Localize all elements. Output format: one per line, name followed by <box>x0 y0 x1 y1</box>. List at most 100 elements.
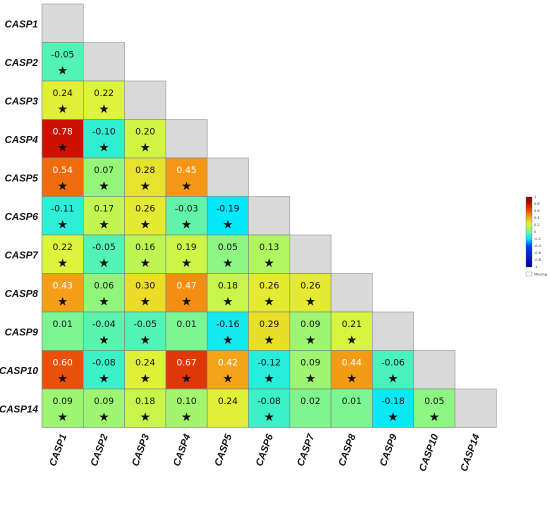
cell-value-label: 0.13 <box>259 243 279 253</box>
cell-value-label: 0.02 <box>300 397 320 407</box>
row-label: CASP10 <box>0 366 38 377</box>
legend-tick-label: 0 <box>534 230 536 234</box>
cell-value-label: -0.10 <box>92 128 116 138</box>
cell-value-label: 0.10 <box>177 397 197 407</box>
heatmap-cell <box>83 234 125 274</box>
cell-value-label: 0.09 <box>300 359 320 369</box>
heatmap-cell <box>165 388 208 428</box>
row-label: CASP7 <box>5 250 39 261</box>
legend-missing-label: Missing <box>534 273 547 277</box>
cell-value-label: 0.43 <box>53 282 73 292</box>
column-label: CASP5 <box>213 432 235 468</box>
diagonal-cell <box>83 42 125 82</box>
significance-star: ★ <box>181 218 192 232</box>
row-label: CASP2 <box>5 58 39 69</box>
heatmap-cell <box>41 42 84 82</box>
cell-value-label: 0.78 <box>53 128 73 138</box>
cell-value-label: 0.24 <box>135 359 155 369</box>
cell-value-label: 0.17 <box>94 205 114 215</box>
cell-value-label: 0.26 <box>300 282 320 292</box>
column-label: CASP8 <box>337 432 359 468</box>
cell-value-label: 0.09 <box>53 397 73 407</box>
cell-value-label: 0.09 <box>94 397 114 407</box>
cell-value-label: 0.24 <box>53 89 73 99</box>
heatmap-cell <box>330 388 373 428</box>
row-label: CASP3 <box>5 96 39 107</box>
cell-value-label: -0.04 <box>92 320 116 330</box>
cell-value-label: 0.26 <box>135 205 155 215</box>
significance-star: ★ <box>181 372 192 386</box>
legend-tick-label: -0.2 <box>534 237 541 241</box>
heatmap-cell <box>83 273 125 313</box>
heatmap-cell <box>248 350 291 390</box>
heatmap-cell <box>372 350 414 390</box>
legend-tick-label: 0.2 <box>534 223 540 227</box>
diagonal-cell <box>206 157 249 197</box>
cell-value-label: 0.44 <box>342 359 362 369</box>
significance-star: ★ <box>388 372 399 386</box>
significance-star: ★ <box>140 410 151 424</box>
significance-star: ★ <box>57 218 68 232</box>
cell-value-label: 0.05 <box>424 397 444 407</box>
heatmap-cell <box>248 273 291 313</box>
cell-value-label: 0.01 <box>342 397 362 407</box>
cell-value-label: 0.28 <box>135 166 155 176</box>
row-label: CASP6 <box>5 212 39 223</box>
cell-value-label: 0.06 <box>94 282 114 292</box>
significance-star: ★ <box>99 141 110 155</box>
significance-star: ★ <box>99 372 110 386</box>
cell-value-label: -0.11 <box>51 205 74 215</box>
significance-star: ★ <box>140 333 151 347</box>
significance-star: ★ <box>140 141 151 155</box>
significance-star: ★ <box>140 218 151 232</box>
cell-value-label: 0.01 <box>177 320 197 330</box>
significance-star: ★ <box>388 410 399 424</box>
diagonal-cell <box>330 273 373 313</box>
cell-value-label: 0.18 <box>218 282 238 292</box>
legend-tick-label: -1 <box>534 265 538 269</box>
cell-value-label: 0.09 <box>300 320 320 330</box>
heatmap-cell <box>165 311 208 351</box>
legend-missing-swatch <box>525 271 533 277</box>
diagonal-cell <box>372 311 414 351</box>
legend-tick-label: 0.4 <box>534 216 540 220</box>
heatmap-cell <box>83 80 125 120</box>
significance-star: ★ <box>346 333 357 347</box>
significance-star: ★ <box>99 179 110 193</box>
heatmap-cell <box>83 311 125 351</box>
heatmap-cell <box>83 157 125 197</box>
heatmap-cell <box>413 388 456 428</box>
significance-star: ★ <box>57 179 68 193</box>
significance-star: ★ <box>181 295 192 309</box>
legend-tick-label: -0.4 <box>534 244 542 248</box>
heatmap-cell <box>41 80 84 120</box>
heatmap-cell <box>41 273 84 313</box>
heatmap-cell <box>124 388 167 428</box>
significance-star: ★ <box>222 218 233 232</box>
significance-star: ★ <box>305 295 316 309</box>
diagonal-cell <box>41 3 84 43</box>
cell-value-label: 0.05 <box>218 243 238 253</box>
heatmap-cell <box>83 388 125 428</box>
cell-value-label: 0.01 <box>53 320 73 330</box>
diagonal-cell <box>454 388 497 428</box>
diagonal-cell <box>124 80 167 120</box>
significance-star: ★ <box>305 333 316 347</box>
heatmap-cell <box>124 234 167 274</box>
cell-value-label: 0.54 <box>53 166 73 176</box>
cell-value-label: 0.22 <box>53 243 73 253</box>
legend-tick-label: 1 <box>534 195 536 199</box>
column-label: CASP10 <box>418 432 442 473</box>
column-label: CASP14 <box>459 432 483 473</box>
significance-star: ★ <box>181 256 192 270</box>
significance-star: ★ <box>140 179 151 193</box>
cell-value-label: 0.47 <box>177 282 197 292</box>
row-label: CASP14 <box>0 404 38 415</box>
cell-value-label: 0.67 <box>177 359 197 369</box>
significance-star: ★ <box>222 372 233 386</box>
significance-star: ★ <box>181 410 192 424</box>
heatmap-cell <box>165 273 208 313</box>
significance-star: ★ <box>264 410 275 424</box>
row-label: CASP9 <box>5 327 39 338</box>
significance-star: ★ <box>346 372 357 386</box>
